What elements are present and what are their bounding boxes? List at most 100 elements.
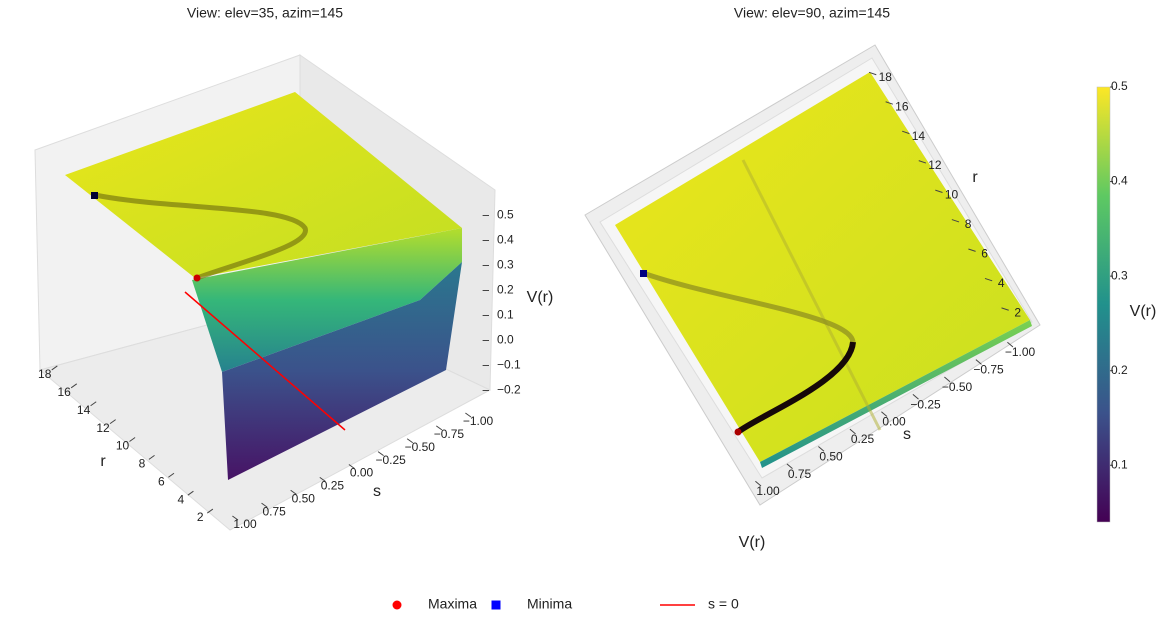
x-tick-label: 0.75 xyxy=(262,504,286,518)
tick-mark xyxy=(944,376,951,383)
tick-mark xyxy=(912,393,919,400)
z-axis-label: V(r) xyxy=(527,289,554,306)
y-tick-label: 14 xyxy=(912,129,926,143)
z-tick-label: −0.1 xyxy=(497,358,521,372)
tick-mark xyxy=(377,451,384,457)
tick-mark xyxy=(206,508,214,514)
y-tick-label: 18 xyxy=(38,367,52,381)
x-tick-label: 0.00 xyxy=(882,415,906,429)
x-tick-label: 0.25 xyxy=(321,479,345,493)
legend-marker xyxy=(491,600,501,610)
tick-mark xyxy=(951,219,960,223)
y-tick-label: 4 xyxy=(998,276,1005,290)
legend-marker xyxy=(392,600,402,610)
tick-mark xyxy=(465,412,472,418)
tick-mark xyxy=(918,160,927,164)
tick-mark xyxy=(290,489,297,495)
tick-mark xyxy=(818,446,825,452)
tick-mark xyxy=(348,464,355,469)
tick-mark xyxy=(168,472,175,478)
y-tick-label: 12 xyxy=(96,421,110,435)
tick-mark xyxy=(849,428,856,435)
x-tick-label: −1.00 xyxy=(1005,345,1036,359)
tick-mark xyxy=(406,438,414,444)
y-axis-label: r xyxy=(972,169,978,186)
z-axis-label: V(r) xyxy=(739,534,766,551)
tick-mark xyxy=(90,401,97,407)
tick-mark xyxy=(881,411,888,417)
tick-mark xyxy=(984,277,993,282)
colorbar-tick-label: 0.3 xyxy=(1111,268,1128,282)
x-tick-label: 0.50 xyxy=(819,449,843,463)
x-tick-label: −0.25 xyxy=(910,397,941,411)
x-tick-label: −0.75 xyxy=(973,363,1004,377)
tick-mark xyxy=(51,365,58,371)
legend-label: Minima xyxy=(527,596,572,612)
z-tick-label: −0.2 xyxy=(497,383,521,397)
tick-mark xyxy=(187,490,194,496)
z-tick-label: 0.2 xyxy=(497,283,514,297)
y-tick-label: 6 xyxy=(158,474,165,488)
x-tick-label: −0.75 xyxy=(434,427,465,441)
chart-title: View: elev=35, azim=145 xyxy=(187,5,343,21)
tick-mark xyxy=(232,515,239,521)
x-tick-label: 0.50 xyxy=(292,491,316,505)
y-tick-label: 18 xyxy=(879,70,893,84)
x-tick-label: 0.00 xyxy=(350,466,374,480)
tick-mark xyxy=(148,454,155,460)
y-tick-label: 10 xyxy=(116,439,130,453)
tick-mark xyxy=(902,130,910,135)
legend-label: s = 0 xyxy=(708,596,739,612)
x-tick-label: −1.00 xyxy=(463,414,494,428)
tick-mark xyxy=(261,502,268,508)
y-tick-label: 2 xyxy=(1014,305,1021,319)
tick-mark xyxy=(435,425,443,431)
x-axis-label: s xyxy=(903,426,911,443)
colorbar-tick-label: 0.1 xyxy=(1111,457,1128,471)
x-tick-label: 0.75 xyxy=(788,467,812,481)
tick-mark xyxy=(935,189,943,193)
y-tick-label: 8 xyxy=(965,217,972,231)
z-tick-label: 0.3 xyxy=(497,258,514,272)
y-tick-label: 8 xyxy=(139,457,146,471)
z-tick-label: 0.0 xyxy=(497,333,514,347)
tick-mark xyxy=(755,480,762,487)
tick-mark xyxy=(1001,307,1009,311)
tick-mark xyxy=(968,248,976,252)
y-tick-label: 4 xyxy=(177,492,184,506)
x-tick-label: −0.25 xyxy=(375,453,406,467)
x-tick-label: −0.50 xyxy=(405,440,436,454)
tick-mark xyxy=(129,437,136,442)
surface-left xyxy=(65,92,462,480)
tick-mark xyxy=(868,71,877,76)
y-tick-label: 12 xyxy=(928,158,942,172)
y-tick-label: 16 xyxy=(57,385,71,399)
colorbar xyxy=(1096,86,1111,523)
y-tick-label: 14 xyxy=(77,403,91,417)
colorbar-tick-label: 0.4 xyxy=(1111,174,1128,188)
chart-title: View: elev=90, azim=145 xyxy=(734,5,890,21)
surface-right xyxy=(615,72,1032,468)
tick-mark xyxy=(109,419,116,425)
y-tick-label: 10 xyxy=(945,188,959,202)
x-tick-label: 1.00 xyxy=(756,484,780,498)
colorbar-tick-label: 0.5 xyxy=(1111,79,1128,93)
colorbar-label: V(r) xyxy=(1130,303,1157,320)
tick-mark xyxy=(319,476,326,482)
tick-mark xyxy=(885,101,893,105)
y-tick-label: 6 xyxy=(981,247,988,261)
x-axis-label: s xyxy=(373,483,381,500)
x-tick-label: 0.25 xyxy=(851,432,875,446)
legend-label: Maxima xyxy=(428,596,477,612)
tick-mark xyxy=(1007,341,1014,348)
z-tick-label: 0.1 xyxy=(497,308,514,322)
x-tick-label: 1.00 xyxy=(233,517,257,531)
tick-mark xyxy=(975,359,982,365)
y-tick-label: 16 xyxy=(895,99,909,113)
z-tick-label: 0.5 xyxy=(497,208,514,222)
x-tick-label: −0.50 xyxy=(942,380,973,394)
tick-mark xyxy=(786,463,793,470)
z-tick-label: 0.4 xyxy=(497,233,514,247)
tick-mark xyxy=(70,383,78,389)
